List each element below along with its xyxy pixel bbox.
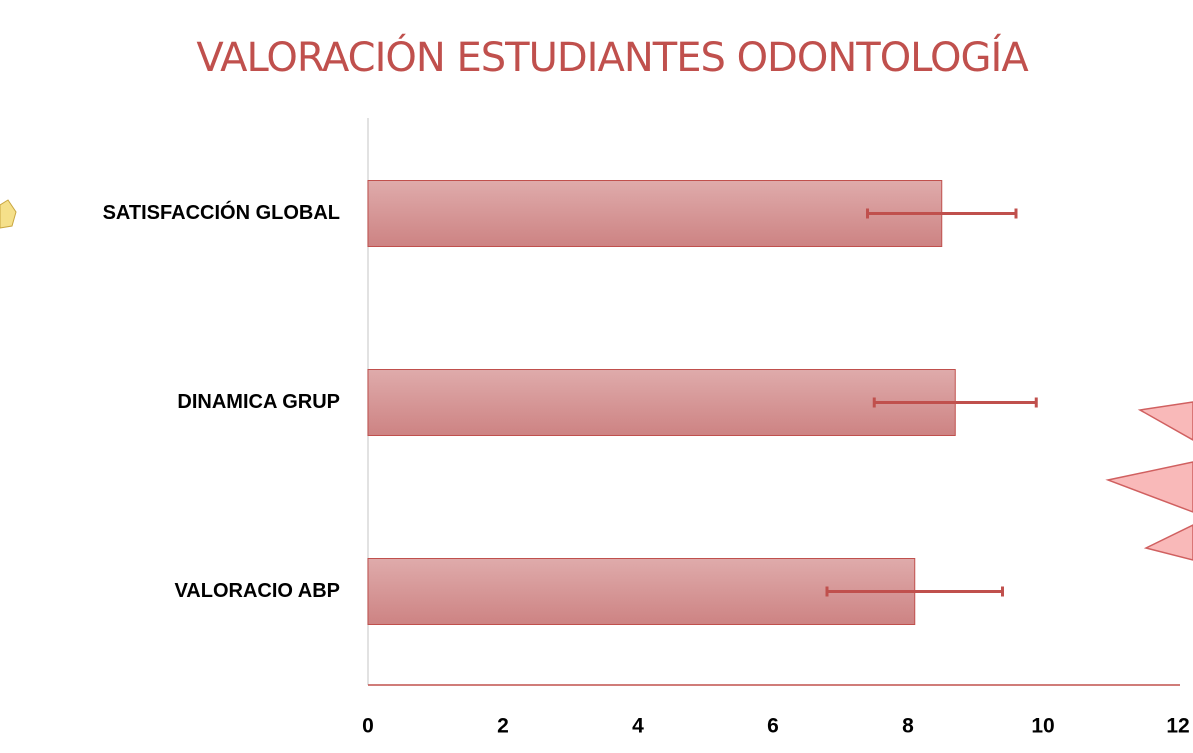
- bar: [367, 558, 916, 625]
- x-tick-label: 4: [632, 715, 644, 738]
- x-tick-label: 8: [902, 715, 914, 738]
- y-tick-label: DINAMICA GRUP: [177, 391, 340, 413]
- y-tick-label: SATISFACCIÓN GLOBAL: [103, 200, 340, 224]
- x-tick-label: 12: [1166, 715, 1189, 738]
- error-bar: [866, 208, 1018, 219]
- decoration-star: [1105, 401, 1193, 561]
- x-tick-label: 0: [362, 715, 374, 738]
- x-tick-label: 6: [767, 715, 779, 738]
- bar: [367, 180, 943, 247]
- chart-title: VALORACIÓN ESTUDIANTES ODONTOLOGÍA: [196, 33, 1029, 81]
- x-tick-label: 2: [497, 715, 509, 738]
- y-tick-label: VALORACIO ABP: [174, 580, 340, 602]
- x-tick-label: 10: [1031, 715, 1054, 738]
- decoration: [0, 199, 17, 229]
- error-bar: [872, 397, 1038, 408]
- bar: [367, 369, 956, 436]
- error-bar: [825, 586, 1004, 597]
